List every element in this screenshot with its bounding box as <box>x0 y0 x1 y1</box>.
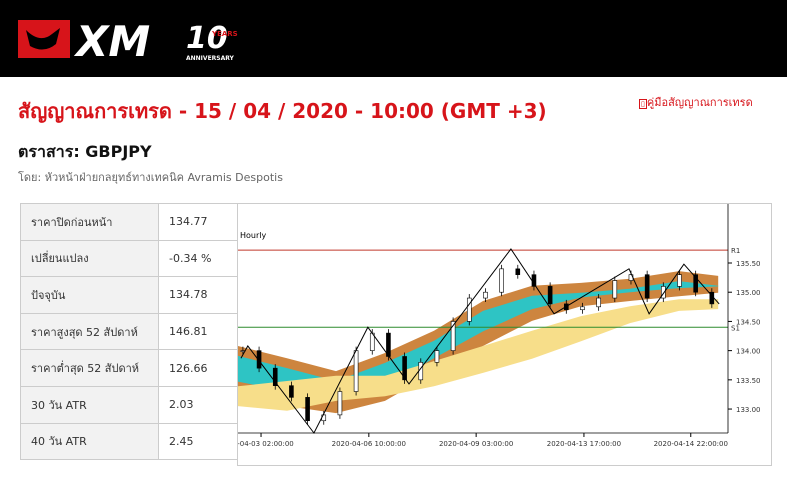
logo-bull <box>26 28 60 50</box>
candle <box>337 391 343 416</box>
guide-link[interactable]: ▯ คู่มือสัญญาณการเทรด <box>639 93 753 111</box>
stat-value: 2.45 <box>158 422 238 461</box>
table-row: ราคาสูงสุด 52 สัปดาห์ 146.81 <box>20 312 238 351</box>
pdf-icon: ▯ <box>639 99 647 109</box>
candle <box>353 350 359 392</box>
candle <box>418 362 424 381</box>
table-row: ราคาปิดก่อนหน้า 134.77 <box>20 203 238 241</box>
candle <box>612 280 618 299</box>
table-row: 30 วัน ATR 2.03 <box>20 385 238 424</box>
candle <box>256 350 262 369</box>
logo: XM 10 YEARS ANNIVERSARY <box>18 17 238 66</box>
stat-value: 2.03 <box>158 385 238 424</box>
candle <box>693 274 698 293</box>
stats-table: ราคาปิดก่อนหน้า 134.77 เปลี่ยนแปลง -0.34 % ป… <box>20 203 238 461</box>
candle <box>434 350 440 363</box>
candle <box>547 286 553 305</box>
x-tick-label: 2020-04-14 22:00:00 <box>654 440 728 448</box>
stat-label: ราคาสูงสุด 52 สัปดาห์ <box>20 312 159 351</box>
stat-label: ราคาต่ำสุด 52 สัปดาห์ <box>20 349 159 387</box>
guide-link-text: คู่มือสัญญาณการเทรด <box>646 96 753 109</box>
page-title: สัญญาณการเทรด - 15 / 04 / 2020 - 10:00 (… <box>18 99 547 123</box>
stat-value: -0.34 % <box>158 239 238 278</box>
candle <box>386 332 391 357</box>
y-tick-label: 133.50 <box>736 377 761 385</box>
stat-value: 146.81 <box>158 312 238 351</box>
table-row: เปลี่ยนแปลง -0.34 % <box>20 239 238 278</box>
candle <box>402 356 407 381</box>
candle <box>596 297 601 308</box>
stat-label: เปลี่ยนแปลง <box>20 239 159 278</box>
stat-label: ราคาปิดก่อนหน้า <box>20 203 159 241</box>
x-tick-label: 2020-04-09 03:00:00 <box>439 440 513 448</box>
candle <box>499 268 504 293</box>
candle <box>531 274 537 287</box>
logo-number: 10 <box>186 21 228 56</box>
candle <box>644 274 650 299</box>
chart: Hourly R1 S1 135.50 135.00 134.50 134.00 133.5… <box>237 203 772 466</box>
author: โดย: หัวหน้าฝ่ายกลยุทธ์ทางเทคนิค Avramis… <box>18 171 283 184</box>
instrument: ตราสาร: GBPJPY <box>18 142 152 161</box>
candle <box>661 286 666 299</box>
y-tick-label: 135.00 <box>736 289 761 297</box>
candle <box>466 297 472 322</box>
candle <box>677 274 682 287</box>
candle <box>450 321 456 351</box>
x-tick-label: 2020-04-13 17:00:00 <box>547 440 621 448</box>
logo-brand: XM <box>73 17 150 66</box>
header: XM 10 YEARS ANNIVERSARY <box>0 0 787 77</box>
logo-years: YEARS <box>211 30 238 38</box>
logo-anniversary: ANNIVERSARY <box>186 55 235 62</box>
y-tick-label: 133.00 <box>736 406 761 414</box>
candle <box>289 385 294 398</box>
stat-value: 134.77 <box>158 203 238 241</box>
candle <box>483 291 488 299</box>
candle <box>515 268 521 275</box>
chart-label: Hourly <box>240 231 266 240</box>
y-tick-label: 135.50 <box>736 260 761 268</box>
candle <box>580 306 585 311</box>
stat-label: 40 วัน ATR <box>20 422 159 461</box>
table-row: ปัจจุบัน 134.78 <box>20 276 238 314</box>
table-row: 40 วัน ATR 2.45 <box>20 422 238 461</box>
candle <box>305 397 310 422</box>
y-tick-label: 134.00 <box>736 348 761 356</box>
stat-label: 30 วัน ATR <box>20 385 159 424</box>
stat-value: 134.78 <box>158 276 238 314</box>
x-tick-label: 2020-04-06 10:00:00 <box>332 440 406 448</box>
stat-label: ปัจจุบัน <box>20 276 159 314</box>
zigzag-line <box>240 248 720 434</box>
stat-value: 126.66 <box>158 349 238 387</box>
candle <box>272 367 278 386</box>
level-label: S1 <box>731 324 740 332</box>
level-label: R1 <box>731 247 740 255</box>
x-tick-label: 20-04-03 02:00:00 <box>237 440 294 448</box>
y-tick-label: 134.50 <box>736 318 761 326</box>
table-row: ราคาต่ำสุด 52 สัปดาห์ 126.66 <box>20 349 238 387</box>
